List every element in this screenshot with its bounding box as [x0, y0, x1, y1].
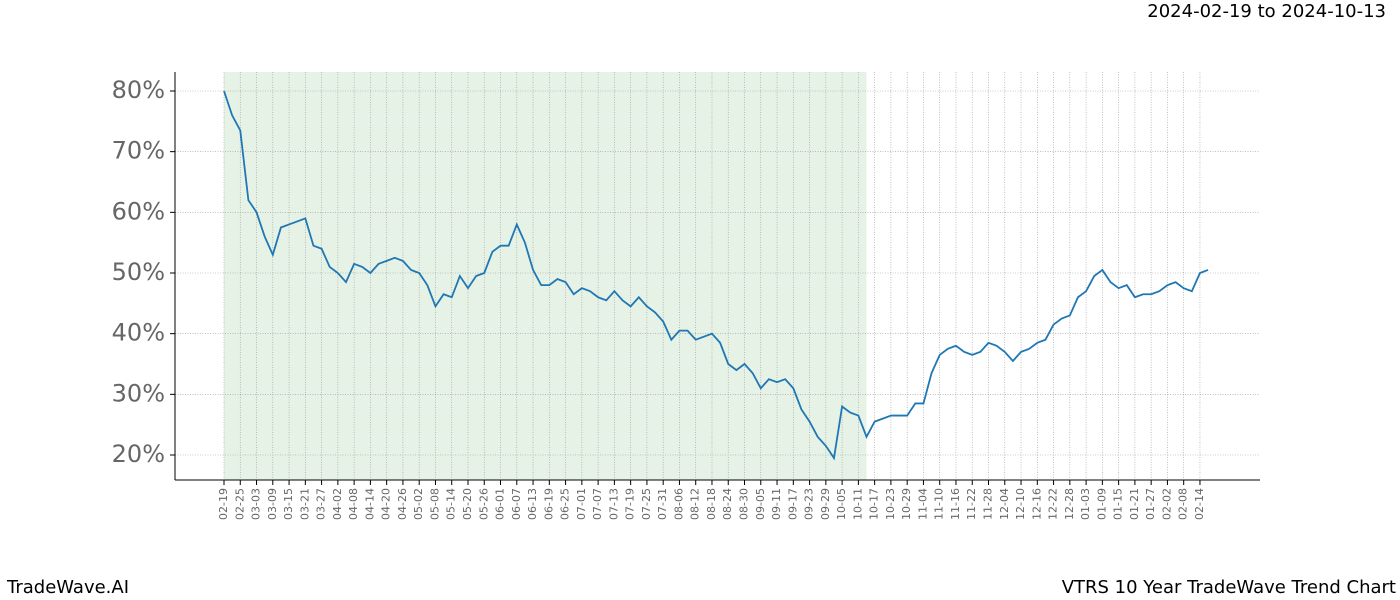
x-tick-label: 02-08 — [1177, 488, 1190, 520]
y-tick-label: 80% — [112, 76, 165, 104]
x-tick-label: 07-25 — [640, 488, 653, 520]
x-tick-label: 10-17 — [868, 488, 881, 520]
y-tick-label: 30% — [112, 379, 165, 407]
x-tick-label: 08-06 — [672, 488, 685, 520]
x-tick-label: 01-27 — [1144, 488, 1157, 520]
x-tick-label: 01-21 — [1128, 488, 1141, 520]
x-tick-label: 12-16 — [1030, 488, 1043, 520]
x-tick-label: 02-19 — [217, 488, 230, 520]
x-tick-label: 08-24 — [721, 488, 734, 520]
x-tick-label: 10-05 — [835, 488, 848, 520]
x-tick-label: 02-14 — [1193, 488, 1206, 520]
x-tick-label: 05-02 — [412, 488, 425, 520]
x-tick-label: 04-02 — [331, 488, 344, 520]
date-range: 2024-02-19 to 2024-10-13 — [1147, 1, 1386, 22]
brand: TradeWave.AI — [6, 577, 129, 598]
x-tick-label: 04-20 — [380, 488, 393, 520]
y-tick-label: 70% — [112, 137, 165, 165]
x-tick-label: 05-26 — [477, 488, 490, 520]
x-tick-label: 05-14 — [445, 488, 458, 520]
x-tick-label: 07-01 — [575, 488, 588, 520]
x-tick-label: 01-09 — [1095, 488, 1108, 520]
x-tick-label: 11-22 — [965, 488, 978, 520]
x-tick-label: 12-10 — [1014, 488, 1027, 520]
x-tick-label: 06-13 — [526, 488, 539, 520]
x-tick-label: 08-18 — [705, 488, 718, 520]
x-tick-label: 12-28 — [1063, 488, 1076, 520]
x-tick-label: 01-15 — [1112, 488, 1125, 520]
x-tick-label: 07-19 — [624, 488, 637, 520]
x-tick-label: 02-02 — [1160, 488, 1173, 520]
x-tick-label: 12-04 — [998, 488, 1011, 520]
x-tick-label: 10-23 — [884, 488, 897, 520]
x-tick-label: 06-07 — [510, 488, 523, 520]
x-tick-label: 07-07 — [591, 488, 604, 520]
x-tick-label: 09-11 — [770, 488, 783, 520]
x-tick-label: 11-28 — [982, 488, 995, 520]
x-tick-label: 10-29 — [900, 488, 913, 520]
x-tick-label: 03-03 — [250, 488, 263, 520]
x-tick-label: 04-26 — [396, 488, 409, 520]
x-tick-label: 07-31 — [656, 488, 669, 520]
y-tick-label: 40% — [112, 319, 165, 347]
x-tick-label: 06-19 — [542, 488, 555, 520]
x-tick-label: 08-30 — [738, 488, 751, 520]
x-tick-label: 11-16 — [949, 488, 962, 520]
x-tick-label: 11-10 — [933, 488, 946, 520]
x-tick-label: 03-09 — [266, 488, 279, 520]
x-tick-label: 03-15 — [282, 488, 295, 520]
x-tick-label: 06-01 — [494, 488, 507, 520]
x-tick-label: 03-21 — [298, 488, 311, 520]
x-tick-label: 07-13 — [607, 488, 620, 520]
x-tick-label: 05-08 — [428, 488, 441, 520]
trend-line — [223, 90, 1209, 461]
x-tick-label: 10-11 — [851, 488, 864, 520]
y-tick-label: 20% — [112, 440, 165, 468]
x-tick-label: 04-08 — [347, 488, 360, 520]
y-tick-label: 50% — [112, 258, 165, 286]
highlight-region — [224, 72, 867, 480]
x-tick-label: 05-20 — [461, 488, 474, 520]
x-tick-label: 09-29 — [819, 488, 832, 520]
x-tick-label: 09-23 — [803, 488, 816, 520]
x-tick-label: 09-05 — [754, 488, 767, 520]
x-tick-label: 11-04 — [916, 488, 929, 520]
x-tick-label: 12-22 — [1047, 488, 1060, 520]
x-tick-label: 06-25 — [559, 488, 572, 520]
y-tick-label: 60% — [112, 197, 165, 225]
x-tick-label: 08-12 — [689, 488, 702, 520]
x-tick-label: 09-17 — [786, 488, 799, 520]
x-tick-label: 01-03 — [1079, 488, 1092, 520]
chart-title: VTRS 10 Year TradeWave Trend Chart — [1062, 577, 1396, 598]
x-tick-label: 02-25 — [233, 488, 246, 520]
x-tick-label: 04-14 — [363, 488, 376, 520]
x-tick-label: 03-27 — [315, 488, 328, 520]
